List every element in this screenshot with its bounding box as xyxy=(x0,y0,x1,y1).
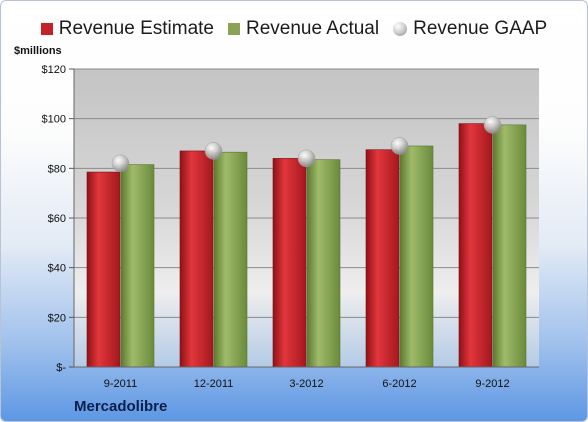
bar-actual xyxy=(306,159,341,368)
bar-estimate xyxy=(86,171,121,368)
legend-label-gaap: Revenue GAAP xyxy=(413,18,548,39)
x-tick-label: 6-2012 xyxy=(382,378,416,390)
bar-estimate xyxy=(458,123,493,368)
legend-item-estimate: Revenue Estimate xyxy=(40,18,214,40)
bar-actual xyxy=(492,124,527,368)
y-tick-label: $- xyxy=(56,362,66,374)
y-axis-units-label: $millions xyxy=(14,45,62,57)
legend: Revenue Estimate Revenue Actual Revenue … xyxy=(1,15,587,43)
x-tick-label: 3-2012 xyxy=(289,378,323,390)
bar-actual xyxy=(213,151,248,368)
gaap-marker xyxy=(297,149,316,168)
legend-label-actual: Revenue Actual xyxy=(246,18,380,39)
gaap-marker xyxy=(111,154,130,173)
bar-estimate xyxy=(272,158,307,368)
gaap-marker xyxy=(204,142,223,160)
legend-swatch-gaap xyxy=(393,22,408,36)
legend-swatch-estimate xyxy=(40,23,53,35)
x-tick-label: 9-2012 xyxy=(475,378,509,390)
x-tick-label: 12-2011 xyxy=(194,378,234,390)
legend-item-actual: Revenue Actual xyxy=(228,18,379,40)
x-tick-label: 9-2011 xyxy=(104,378,137,390)
y-tick-label: $120 xyxy=(42,64,66,76)
bar-estimate xyxy=(179,150,214,368)
bar-actual xyxy=(120,164,155,368)
legend-swatch-actual xyxy=(228,23,240,35)
bar-actual xyxy=(399,145,434,368)
gaap-marker xyxy=(390,137,409,155)
y-tick-label: $80 xyxy=(48,163,66,175)
y-tick-label: $100 xyxy=(42,114,66,126)
legend-label-estimate: Revenue Estimate xyxy=(58,18,214,39)
y-tick-label: $20 xyxy=(48,312,66,324)
legend-item-gaap: Revenue GAAP xyxy=(393,18,547,40)
company-name: Mercadolibre xyxy=(74,398,168,415)
y-tick-label: $40 xyxy=(48,263,66,275)
bar-estimate xyxy=(365,149,400,368)
gaap-marker xyxy=(483,116,502,134)
y-tick-label: $60 xyxy=(48,213,66,225)
